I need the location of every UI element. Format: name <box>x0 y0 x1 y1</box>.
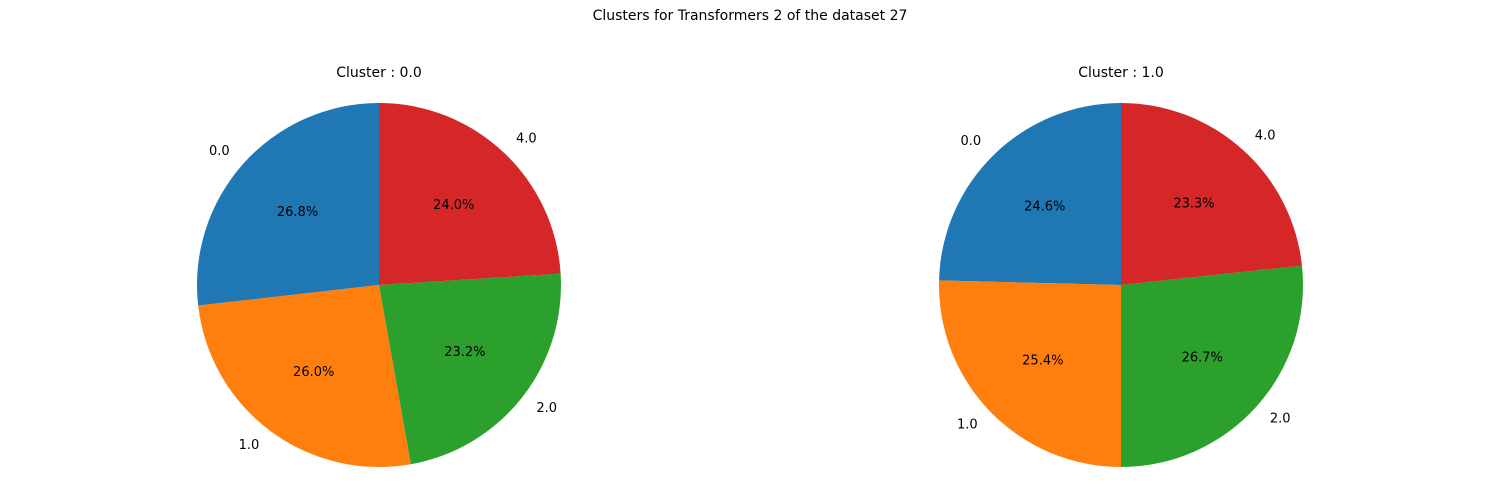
slice-label: 4.0 <box>1255 129 1276 144</box>
slice-label: 4.0 <box>516 132 537 147</box>
slice-label: 0.0 <box>209 144 230 159</box>
pie-slice-1.0 <box>939 280 1121 467</box>
slice-percent: 26.8% <box>277 205 318 220</box>
pie-slice-4.0 <box>1121 103 1302 285</box>
pie-title: Cluster : 1.0 <box>1078 65 1164 81</box>
slice-percent: 24.6% <box>1024 199 1065 214</box>
slice-label: 1.0 <box>957 417 978 432</box>
pie-slice-4.0 <box>379 102 561 285</box>
slice-percent: 23.2% <box>444 345 485 360</box>
pie-slice-0.0 <box>939 103 1121 285</box>
slice-label: 2.0 <box>1270 411 1291 426</box>
pie-title: Cluster : 0.0 <box>336 65 422 81</box>
pie-chart-1: Cluster : 1.0 0.0 24.6% 1.0 25.4% 2.0 26.7% 4.0… <box>939 65 1304 467</box>
slice-label: 0.0 <box>961 134 982 149</box>
slice-percent: 25.4% <box>1022 354 1063 369</box>
pie-chart-0: Cluster : 0.0 0.0 26.8% 1.0 26.0% 2.0 23.2% 4.0… <box>196 65 562 468</box>
pie-slice-1.0 <box>198 285 411 468</box>
pie-slice-0.0 <box>196 103 379 306</box>
slice-label: 1.0 <box>239 438 260 453</box>
pie-slice-2.0 <box>379 273 562 465</box>
slice-percent: 26.0% <box>293 365 334 380</box>
slice-percent: 24.0% <box>433 198 474 213</box>
figure-title: Clusters for Transformers 2 of the datas… <box>592 8 908 24</box>
slice-percent: 23.3% <box>1173 196 1214 211</box>
pie-slice-2.0 <box>1121 265 1304 467</box>
slice-label: 2.0 <box>536 401 557 416</box>
slice-percent: 26.7% <box>1182 350 1223 365</box>
